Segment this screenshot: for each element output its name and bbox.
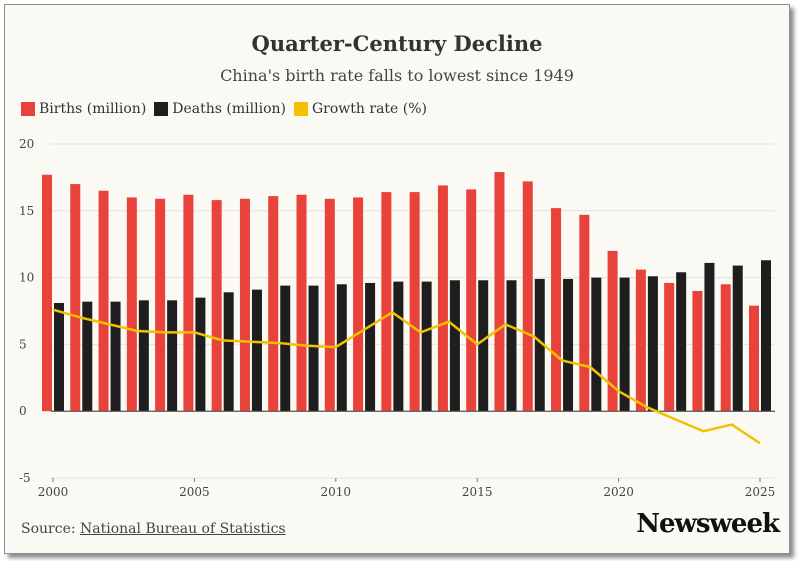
bar-deaths-2006 — [223, 292, 234, 412]
legend-label-growth: Growth rate (%) — [312, 101, 428, 117]
y-tick-label-1: 15 — [19, 204, 34, 218]
line-growth-rate — [52, 308, 761, 445]
bar-births-2001 — [70, 184, 81, 412]
x-tick-label-5: 2025 — [745, 485, 776, 499]
y-tick-label-2: 10 — [19, 271, 34, 285]
bar-deaths-2021 — [647, 276, 658, 412]
newsweek-logo: Newsweek — [636, 509, 780, 539]
bar-births-2010 — [324, 198, 335, 412]
y-tick-label-4: 0 — [19, 404, 27, 418]
legend-item-births: Births (million) — [21, 101, 146, 117]
bar-births-2004 — [155, 198, 166, 412]
bar-deaths-2008 — [280, 285, 291, 412]
y-tick-label-0: 20 — [19, 137, 34, 151]
bar-births-2015 — [466, 189, 477, 412]
source-link[interactable]: National Bureau of Statistics — [80, 521, 286, 537]
bar-births-2013 — [409, 192, 420, 412]
bar-births-2012 — [381, 192, 392, 412]
bar-deaths-2024 — [732, 265, 743, 412]
bar-births-2024 — [720, 284, 731, 412]
bar-births-2003 — [126, 197, 137, 412]
bar-births-2014 — [437, 185, 448, 412]
chart-subtitle: China's birth rate falls to lowest since… — [220, 66, 574, 85]
bar-deaths-2025 — [761, 260, 771, 412]
x-tick-label-2: 2010 — [321, 485, 352, 499]
bar-deaths-2016 — [506, 280, 517, 412]
x-tick-label-4: 2020 — [603, 485, 634, 499]
bar-births-2008 — [268, 196, 279, 412]
bar-deaths-2005 — [195, 297, 206, 412]
bar-births-2017 — [522, 181, 533, 412]
bar-deaths-2009 — [308, 285, 319, 412]
bar-deaths-2020 — [619, 277, 630, 412]
legend-item-deaths: Deaths (million) — [154, 101, 286, 117]
bar-deaths-2000 — [54, 302, 64, 412]
legend-swatch-growth — [294, 102, 308, 116]
bar-births-2018 — [551, 208, 562, 412]
x-tick-label-3: 2015 — [462, 485, 493, 499]
legend-label-deaths: Deaths (million) — [172, 101, 286, 117]
bar-deaths-2022 — [676, 272, 687, 412]
bar-deaths-2004 — [167, 300, 178, 412]
bar-births-2011 — [353, 197, 364, 412]
bar-deaths-2014 — [449, 280, 460, 412]
bar-births-2005 — [183, 194, 194, 412]
bar-deaths-2001 — [82, 301, 93, 412]
legend: Births (million) Deaths (million) Growth… — [21, 101, 427, 117]
bar-deaths-2023 — [704, 262, 715, 412]
bar-births-2016 — [494, 172, 505, 412]
bar-deaths-2013 — [421, 281, 432, 412]
bar-deaths-2010 — [336, 284, 347, 412]
y-tick-label-3: 5 — [19, 337, 27, 351]
source-prefix: Source: — [21, 521, 76, 537]
bar-deaths-2015 — [478, 280, 489, 412]
bar-births-2002 — [98, 190, 109, 412]
bar-births-2006 — [211, 200, 222, 412]
bar-births-2007 — [239, 198, 250, 412]
bar-deaths-2019 — [591, 277, 602, 412]
bar-deaths-2003 — [138, 300, 149, 412]
bar-births-2019 — [579, 214, 590, 412]
bar-deaths-2017 — [534, 278, 545, 412]
legend-item-growth: Growth rate (%) — [294, 101, 427, 117]
bar-deaths-2011 — [365, 282, 376, 412]
bar-births-2023 — [692, 290, 703, 412]
bar-births-2021 — [635, 269, 646, 412]
bar-births-2022 — [664, 282, 675, 412]
bar-deaths-2002 — [110, 301, 121, 412]
y-tick-label-5: -5 — [19, 471, 31, 485]
source-note: Source: National Bureau of Statistics — [21, 521, 286, 537]
x-tick-label-1: 2005 — [179, 485, 210, 499]
bar-births-2025 — [749, 305, 759, 412]
chart-title: Quarter-Century Decline — [251, 31, 543, 56]
bar-births-2009 — [296, 194, 307, 412]
chart-frame: Quarter-Century Decline China's birth ra… — [4, 4, 790, 554]
bar-births-2000 — [42, 174, 52, 412]
legend-label-births: Births (million) — [39, 101, 147, 117]
legend-swatch-deaths — [154, 102, 169, 116]
bar-deaths-2012 — [393, 281, 404, 412]
bar-births-2020 — [607, 250, 618, 412]
bar-deaths-2018 — [563, 278, 574, 412]
legend-swatch-births — [21, 102, 35, 116]
bar-deaths-2007 — [251, 289, 262, 412]
x-tick-label-0: 2000 — [38, 485, 69, 499]
